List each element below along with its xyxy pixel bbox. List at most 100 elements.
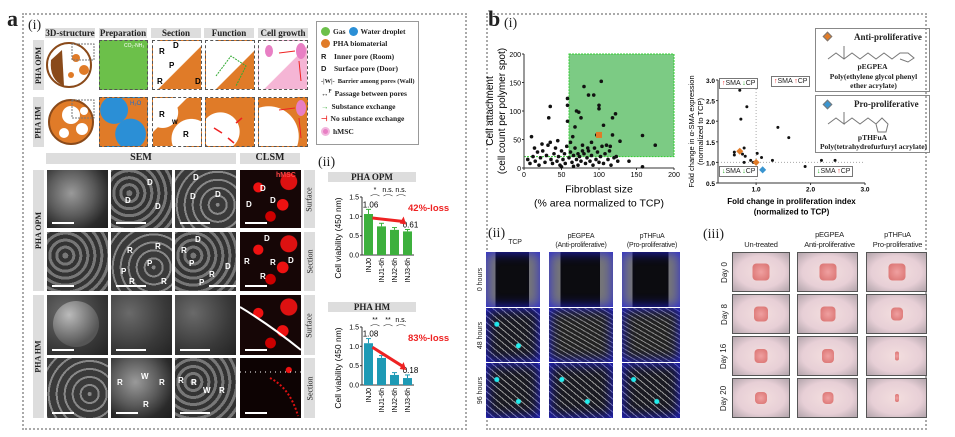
data-point	[579, 159, 583, 163]
data-point	[583, 161, 588, 166]
micrograph-group-hm: PHA HM	[33, 295, 44, 418]
y-axis-label: Cell viability (450 nm)	[333, 327, 343, 408]
data-point	[598, 154, 603, 159]
data-point	[570, 134, 575, 139]
loss-annotation: 83%-loss	[408, 333, 449, 344]
wound-pthfua-day8	[866, 294, 927, 334]
data-point	[571, 164, 576, 169]
hm-preparation-illustration: H₂O	[99, 97, 148, 147]
substance-exchange-arrow-icon: →	[321, 101, 329, 111]
significance-label: n.s.	[395, 187, 406, 194]
significance-bracket	[383, 324, 393, 327]
data-point	[833, 158, 837, 162]
data-point	[555, 159, 559, 163]
y-tick-label: 100	[509, 109, 521, 116]
wound-col-untreated: Un-treated	[744, 240, 778, 249]
wound-pegpea-day8	[797, 294, 858, 334]
y-axis-label: (cell count per polymer spot)	[497, 48, 508, 174]
data-point	[741, 152, 744, 156]
sem-opm-surface-whole	[47, 170, 108, 228]
data-point	[577, 154, 582, 159]
side-label-opm-surface: Surface	[304, 170, 315, 228]
wound-row-day8: Day 8	[719, 303, 729, 325]
data-point	[592, 146, 597, 150]
migration-row-96h: 96 hours	[477, 376, 485, 405]
schematic-row-opm: PHA OPM	[33, 40, 44, 90]
y-tick-label: 1.5	[706, 140, 715, 147]
data-point	[586, 93, 591, 97]
data-point	[552, 151, 556, 156]
hm-viability-chart: 0.0 0.5 1.0 1.5 Cell viability (450 nm) INJ0 1…	[333, 317, 449, 413]
wound-untreated-day20	[732, 378, 790, 418]
wound-row-day20: Day 20	[719, 385, 729, 411]
data-point	[603, 151, 607, 156]
y-axis-label: Cell attachment	[485, 76, 496, 146]
wound-row-day0: Day 0	[719, 261, 729, 283]
sem-hm-surface-whole	[47, 295, 108, 355]
loss-arrow	[372, 216, 404, 223]
data-point	[525, 157, 530, 162]
x-tick-label: 1.0	[752, 187, 761, 194]
data-point	[548, 140, 553, 145]
data-point	[803, 165, 807, 169]
migration-pthfua-96h	[622, 363, 680, 418]
data-point	[538, 155, 543, 160]
panel-b-frame	[486, 13, 927, 430]
x-axis-label: (normalized to TCP)	[754, 207, 830, 216]
y-axis-label: Cell viability (450 nm)	[333, 197, 343, 278]
data-point	[543, 160, 547, 165]
highlight-point	[736, 147, 744, 155]
gas-swatch-icon	[321, 26, 330, 36]
significance-bracket	[370, 324, 380, 327]
opm-cell-growth-illustration	[258, 40, 308, 90]
data-point	[743, 154, 747, 158]
data-point	[573, 125, 577, 129]
data-point	[612, 155, 616, 160]
data-point	[739, 117, 743, 121]
data-point	[574, 157, 579, 162]
data-point	[787, 136, 791, 140]
loss-arrowhead	[399, 216, 407, 225]
migration-pegpea-96h	[549, 363, 613, 418]
sem-hm-surface-edge	[175, 295, 236, 355]
panel-a-label: a	[7, 6, 18, 31]
wound-pegpea-day16	[797, 336, 858, 376]
no-exchange-blocker-icon: ⊣	[321, 114, 328, 124]
data-point	[535, 150, 540, 154]
data-point	[601, 123, 606, 128]
side-label-hm-surface: Surface	[304, 295, 315, 355]
y-tick-label: 150	[509, 81, 521, 88]
x-tick-label: 2.0	[806, 187, 815, 194]
migration-col-pthfua: pTHFuA (Pro-proliferative)	[626, 233, 678, 249]
x-tick-label: 100	[593, 172, 605, 179]
data-point	[585, 146, 590, 150]
data-point	[732, 153, 736, 157]
y-tick-label: 0.0	[349, 253, 359, 260]
data-point	[567, 155, 571, 160]
data-point	[576, 110, 581, 114]
orange-diamond-icon	[822, 31, 833, 42]
passage-symbol-icon: ↔P	[321, 89, 332, 99]
wound-pthfua-day16	[866, 336, 927, 376]
clsm-header: CLSM	[240, 153, 300, 164]
data-point	[532, 146, 537, 150]
data-point	[528, 161, 532, 166]
opm-chart-title: PHA OPM	[328, 172, 416, 182]
category-label: INJ3-6h	[405, 388, 412, 413]
bar-INJ2-6h	[390, 374, 399, 385]
x-axis-label: Fibroblast size	[565, 184, 633, 196]
y-axis-label: Fold change in α-SMA expression	[687, 75, 696, 187]
data-point	[565, 103, 570, 108]
y-tick-label: 1.0	[349, 214, 359, 221]
data-point	[732, 150, 736, 154]
data-point	[604, 143, 609, 147]
schematic-header-section: Section	[151, 28, 201, 38]
wound-pegpea-day0	[797, 252, 858, 292]
y-tick-label: 1.0	[706, 160, 715, 167]
